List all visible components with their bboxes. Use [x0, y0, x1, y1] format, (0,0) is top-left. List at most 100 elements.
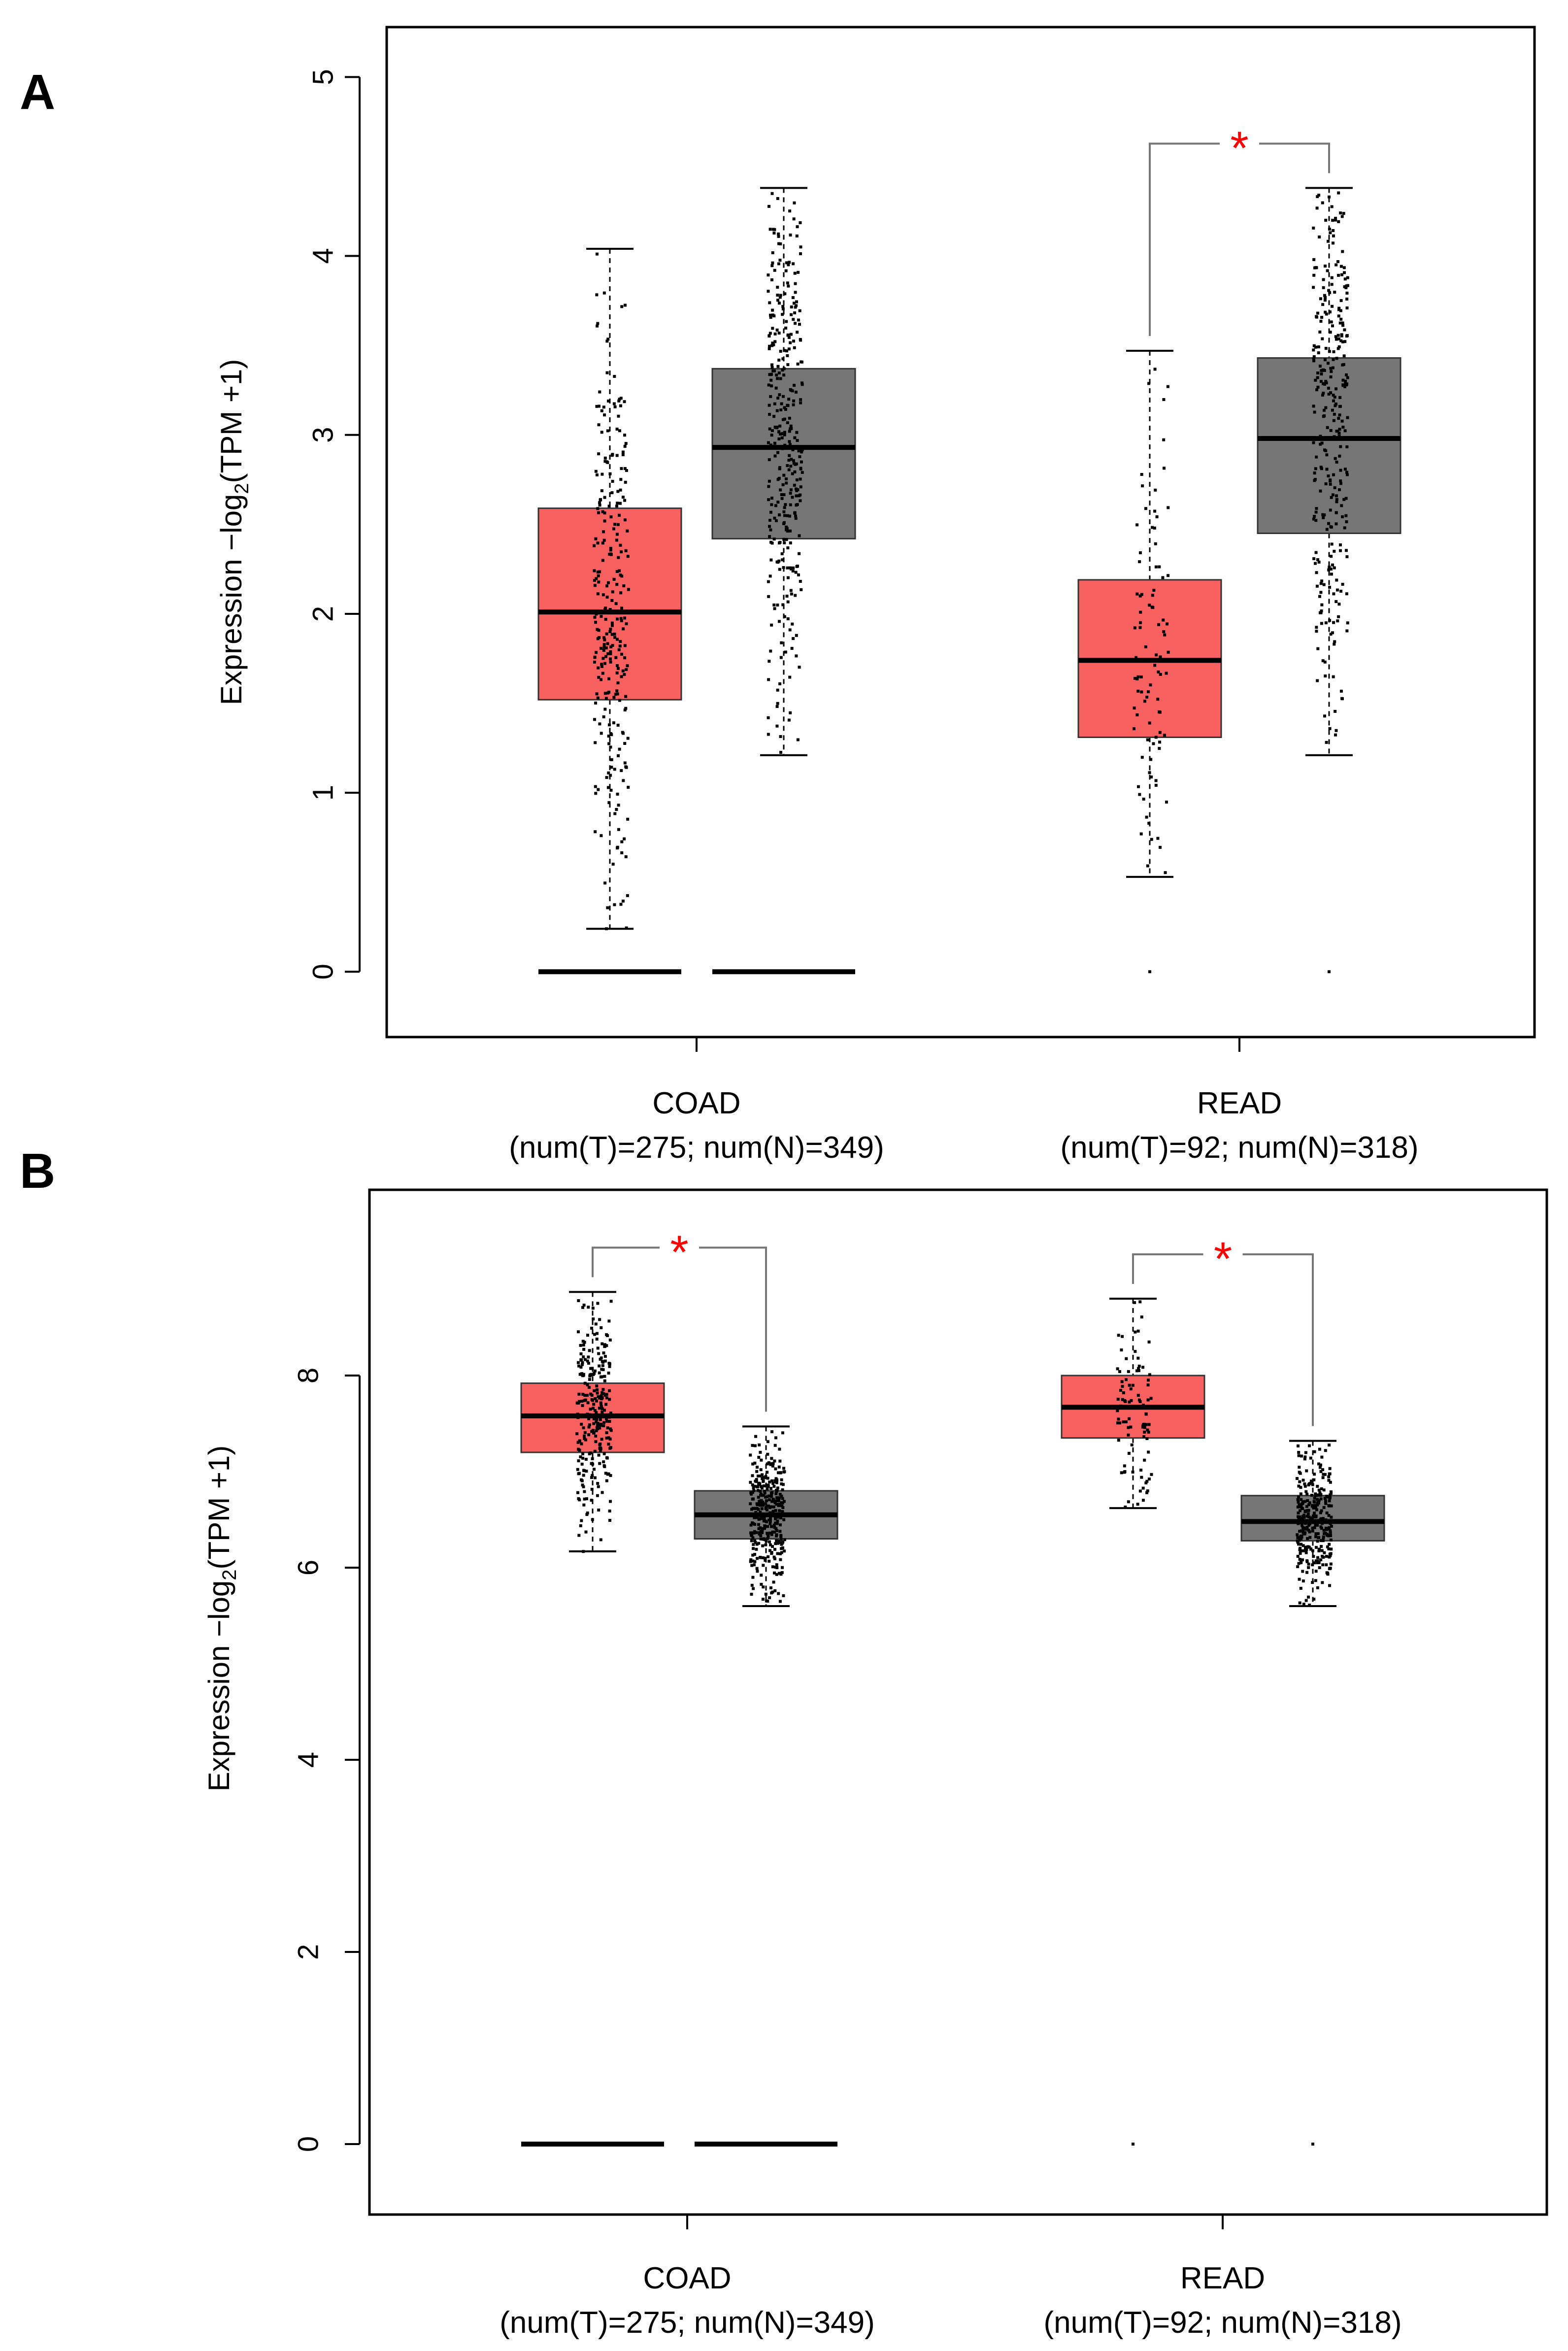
data-point	[607, 581, 610, 584]
y-tick-label: 2	[307, 606, 339, 622]
data-point	[627, 786, 630, 789]
data-point	[1335, 460, 1338, 464]
data-point	[764, 1592, 767, 1596]
data-point	[1328, 1584, 1331, 1587]
data-point	[612, 527, 615, 531]
data-point	[1301, 1502, 1304, 1506]
data-point	[1296, 1520, 1300, 1524]
data-point	[773, 1526, 776, 1529]
data-point	[591, 1518, 594, 1521]
data-point	[1326, 269, 1329, 272]
data-point	[1153, 368, 1157, 371]
data-point	[593, 718, 596, 721]
data-point	[1325, 1528, 1329, 1531]
data-point	[603, 1409, 606, 1412]
data-point	[789, 234, 792, 237]
data-point	[776, 299, 780, 302]
data-point	[1154, 565, 1158, 569]
data-point	[774, 1542, 777, 1545]
data-point	[583, 1358, 587, 1361]
data-point	[1341, 426, 1345, 429]
data-point	[597, 404, 601, 408]
data-point	[601, 1391, 604, 1394]
data-point	[1297, 1515, 1300, 1518]
data-point	[758, 1532, 761, 1536]
data-point	[617, 399, 621, 403]
data-point	[1321, 1581, 1324, 1584]
data-point	[1342, 354, 1346, 358]
data-point	[1125, 1357, 1128, 1360]
data-point	[605, 1396, 608, 1400]
data-point	[1332, 399, 1335, 403]
data-point	[771, 1464, 774, 1468]
data-point	[1307, 1509, 1310, 1512]
data-point	[783, 406, 786, 409]
data-point	[1313, 1526, 1316, 1529]
data-point	[606, 429, 609, 433]
significance-star: *	[670, 1226, 688, 1278]
data-point	[617, 804, 620, 807]
data-point	[613, 523, 616, 526]
data-point	[769, 378, 773, 382]
data-point	[1346, 376, 1349, 379]
data-point	[759, 1511, 762, 1514]
y-axis-label-tail: (TPM +1)	[215, 359, 248, 483]
data-point	[781, 1488, 784, 1492]
data-point	[751, 1483, 754, 1486]
data-point	[1146, 1398, 1150, 1402]
data-point	[768, 1596, 771, 1600]
data-point	[751, 1474, 754, 1478]
data-point	[625, 668, 628, 672]
data-point	[1337, 308, 1340, 311]
data-point	[1330, 436, 1334, 439]
data-point	[784, 326, 788, 330]
data-point	[606, 786, 610, 789]
data-point	[749, 1523, 753, 1527]
data-point	[1339, 436, 1343, 439]
data-point	[767, 441, 770, 444]
data-point	[1329, 310, 1332, 314]
data-point	[1311, 1549, 1314, 1552]
data-point	[792, 462, 796, 465]
data-point	[794, 305, 797, 309]
data-point	[1322, 1538, 1325, 1541]
data-point	[1338, 454, 1341, 458]
data-point	[1148, 604, 1151, 607]
data-point	[799, 467, 802, 470]
data-point	[1333, 642, 1336, 646]
data-point	[598, 1443, 601, 1446]
data-point	[610, 491, 614, 495]
data-point	[603, 607, 607, 611]
data-point	[770, 1494, 773, 1498]
data-point	[1158, 740, 1162, 744]
data-point	[1315, 584, 1319, 588]
data-point	[749, 1560, 752, 1563]
data-point	[1328, 619, 1332, 622]
data-point	[593, 1476, 597, 1479]
data-point	[1163, 633, 1167, 637]
data-point	[1117, 1439, 1120, 1442]
data-point	[1345, 298, 1349, 301]
data-point	[793, 436, 797, 439]
data-point	[777, 242, 780, 245]
data-point	[755, 1547, 758, 1551]
data-point	[1319, 380, 1323, 383]
data-point	[751, 1444, 754, 1447]
data-point	[787, 263, 790, 267]
data-point	[776, 604, 779, 607]
data-point	[1318, 1566, 1321, 1570]
data-point	[602, 538, 606, 542]
data-point	[601, 593, 605, 597]
data-point	[1346, 276, 1349, 279]
data-point	[1313, 1496, 1316, 1500]
data-point	[1318, 1447, 1321, 1451]
data-point	[607, 1413, 611, 1416]
data-point	[607, 1371, 610, 1375]
data-point	[1341, 515, 1344, 518]
data-point	[1343, 340, 1347, 343]
data-point	[598, 504, 601, 507]
data-point	[753, 1461, 757, 1465]
data-point	[1158, 565, 1161, 569]
data-point	[1312, 348, 1315, 352]
data-point	[793, 483, 796, 487]
